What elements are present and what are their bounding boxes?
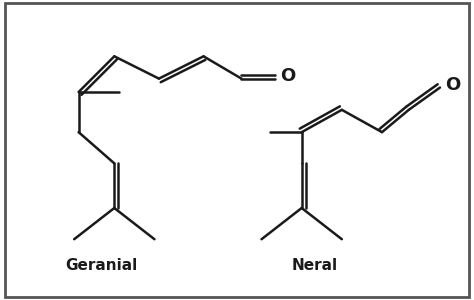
- Text: Geranial: Geranial: [65, 259, 137, 274]
- Text: Neral: Neral: [292, 259, 338, 274]
- Text: O: O: [280, 68, 295, 85]
- Text: O: O: [446, 76, 461, 94]
